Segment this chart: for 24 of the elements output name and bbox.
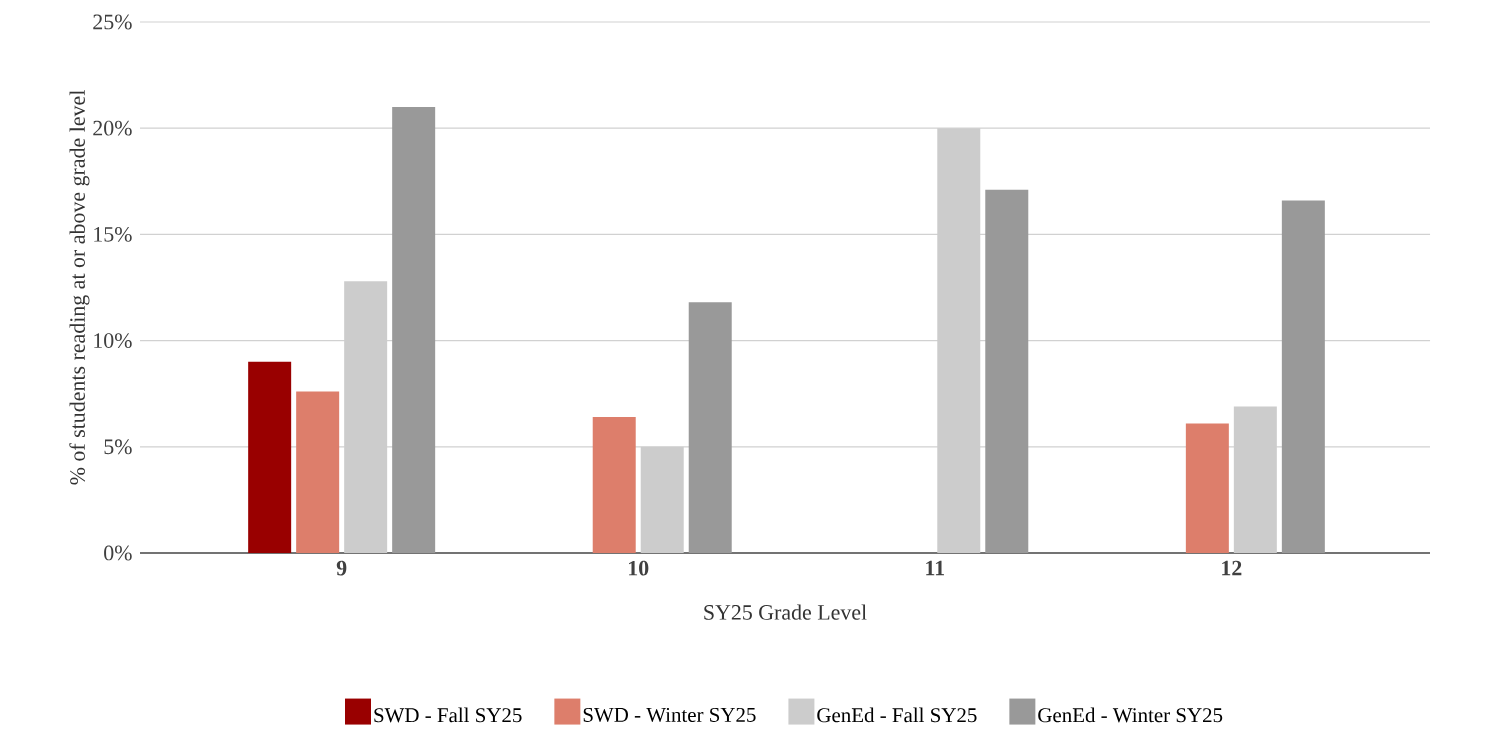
- legend-label: GenEd - Winter SY25: [1038, 707, 1223, 723]
- y-tick-label: 0%: [104, 545, 132, 561]
- y-tick-label: 20%: [93, 120, 132, 136]
- bar: [392, 106, 436, 553]
- x-tick-label: 11: [926, 560, 945, 576]
- y-tick-label: 25%: [93, 14, 132, 30]
- bar: [985, 189, 1029, 553]
- bar: [296, 391, 340, 553]
- legend-label: GenEd - Fall SY25: [817, 707, 977, 723]
- bar: [688, 302, 732, 553]
- y-axis-title: % of students reading at or above grade level: [69, 90, 90, 485]
- y-tick-label: 15%: [94, 226, 132, 242]
- x-axis-title: SY25 Grade Level: [704, 604, 867, 620]
- legend-label: SWD - Winter SY25: [583, 707, 756, 723]
- bar: [1281, 200, 1325, 553]
- bar: [248, 361, 292, 553]
- y-tick-label: 10%: [94, 333, 132, 349]
- x-tick-label: 12: [1222, 560, 1242, 576]
- y-tick-label: 5%: [104, 439, 132, 455]
- x-tick-label: 9: [336, 560, 347, 576]
- legend-label: SWD - Fall SY25: [374, 707, 522, 723]
- bar: [592, 417, 636, 553]
- x-tick-label: 10: [629, 560, 649, 576]
- bar: [1185, 423, 1229, 553]
